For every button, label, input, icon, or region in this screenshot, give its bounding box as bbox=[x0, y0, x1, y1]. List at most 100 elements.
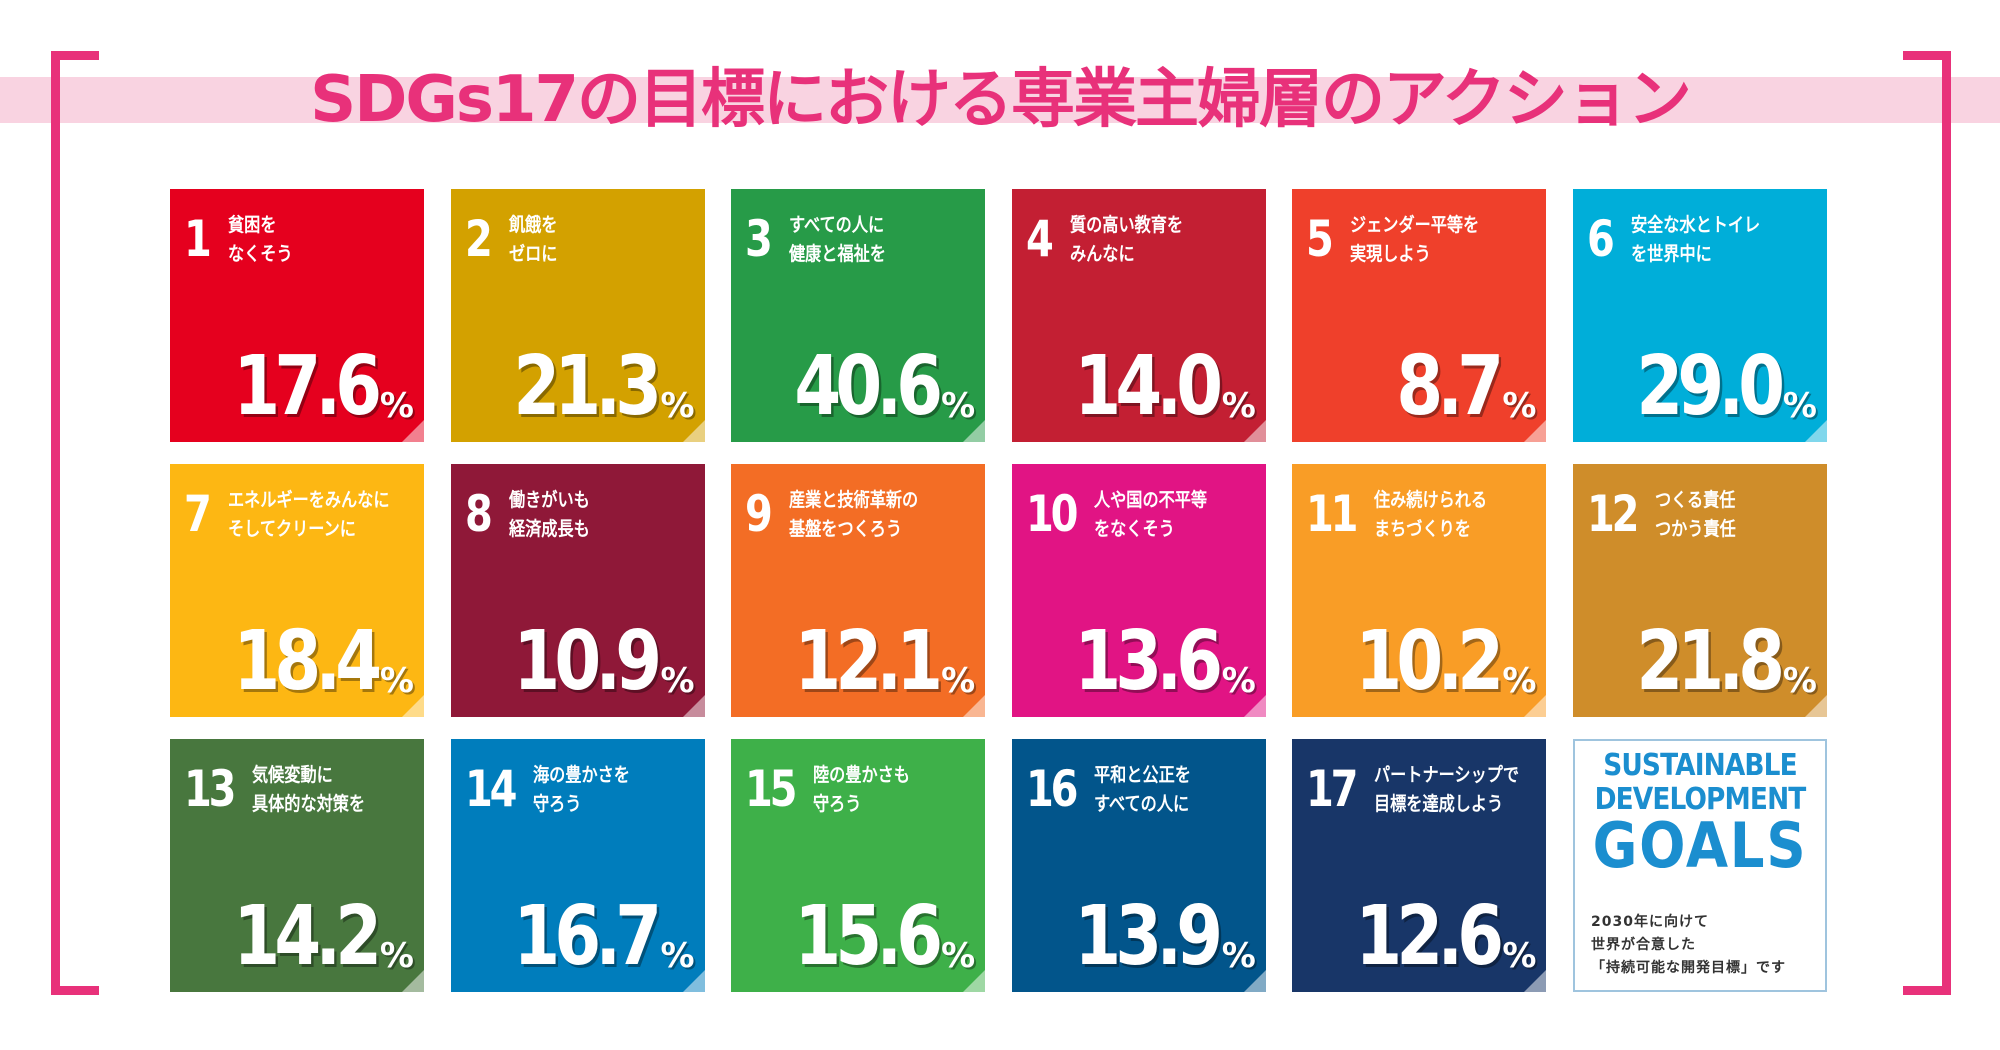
goal-number: 17 bbox=[1306, 760, 1358, 818]
corner-fold bbox=[963, 970, 986, 992]
goal-label-line: すべての人に bbox=[1093, 793, 1189, 815]
goal-label: 海の豊かさを 守ろう bbox=[533, 761, 630, 819]
goal-number: 1 bbox=[184, 210, 212, 268]
corner-fold bbox=[1243, 695, 1266, 717]
goal-number: 4 bbox=[1025, 210, 1054, 268]
goal-label-line: ジェンダー平等を bbox=[1350, 214, 1480, 236]
goal-value: 18.4 bbox=[233, 614, 382, 709]
goal-value: 21.3 bbox=[513, 339, 663, 434]
goal-label-line: 質の高い教育を bbox=[1069, 214, 1183, 236]
goal-tile: 11 住み続けられる まちづくりを 10.2% bbox=[1292, 464, 1547, 717]
goal-tile: 3 すべての人に 健康と福祉を 40.6% bbox=[731, 189, 986, 442]
goal-label-line: つくる責任 bbox=[1655, 489, 1736, 511]
goal-label-line: 住み続けられる bbox=[1374, 489, 1488, 511]
goal-value: 13.9 bbox=[1074, 889, 1224, 984]
goal-value: 12.1 bbox=[794, 614, 943, 709]
unit: % bbox=[379, 661, 414, 701]
goal-label: 平和と公正を すべての人に bbox=[1094, 761, 1191, 819]
logo-heading: DEVELOPMENT bbox=[1594, 782, 1807, 817]
unit: % bbox=[1221, 386, 1256, 426]
corner-fold bbox=[682, 695, 705, 717]
unit: % bbox=[1782, 661, 1817, 701]
goal-label-line: 平和と公正を bbox=[1093, 764, 1191, 786]
goal-label: つくる責任つかう責任 bbox=[1655, 486, 1736, 544]
goal-label: 人や国の不平等 をなくそう bbox=[1094, 486, 1207, 544]
goal-value: 17.6 bbox=[233, 339, 382, 434]
goal-value: 13.6 bbox=[1074, 614, 1224, 709]
goal-value: 14.2 bbox=[233, 889, 382, 984]
goal-label-line: パートナーシップで bbox=[1374, 764, 1520, 786]
unit: % bbox=[941, 936, 976, 976]
goal-tile: 14 海の豊かさを 守ろう 16.7% bbox=[450, 739, 705, 992]
corner-fold bbox=[682, 420, 705, 442]
goal-number: 15 bbox=[745, 760, 797, 818]
goal-label: 気候変動に 具体的な対策を bbox=[252, 761, 365, 819]
goal-value: 15.6 bbox=[794, 889, 943, 984]
goal-tile: 17 パートナーシップで 目標を達成しよう 12.6% bbox=[1292, 739, 1547, 992]
sdg-logo: SUSTAINABLE DEVELOPMENT GOALS 2030年に向けて 世界が合… bbox=[1573, 739, 1827, 992]
goal-tile: 4 質の高い教育を みんなに 14.0% bbox=[1011, 189, 1266, 442]
title: SDGs17の目標における専業主婦層のアクション bbox=[310, 63, 1692, 137]
goal-tile: 6 安全な水とトイレ を世界中に 29.0% bbox=[1573, 189, 1827, 442]
logo-heading: GOALS bbox=[1592, 809, 1808, 882]
goal-tile: 9 産業と技術革新の 基盤をつくろう 12.1% bbox=[731, 464, 986, 717]
goal-number: 8 bbox=[464, 485, 493, 543]
goal-value: 16.7 bbox=[513, 889, 663, 984]
goal-label-line: 働きがいも bbox=[508, 489, 590, 511]
goal-label: 住み続けられる まちづくりを bbox=[1374, 486, 1487, 544]
goal-label: エネルギーをみんなに そしてクリーンに bbox=[228, 486, 390, 544]
goal-tile: 16 平和と公正を すべての人に 13.9% bbox=[1011, 739, 1266, 992]
unit: % bbox=[379, 386, 414, 426]
goal-label-line: 安全な水とトイレ bbox=[1631, 214, 1761, 236]
logo-caption: 「持続可能な開発目標」です bbox=[1591, 960, 1786, 976]
goal-label-line: そしてクリーンに bbox=[228, 518, 356, 540]
goal-label-line: なくそう bbox=[228, 243, 293, 265]
goal-tile: 15 陸の豊かさも 守ろう 15.6% bbox=[731, 739, 986, 992]
goal-label-line: 飢餓を bbox=[508, 214, 558, 236]
corner-fold bbox=[963, 420, 986, 442]
goal-label: パートナーシップで 目標を達成しよう bbox=[1374, 761, 1519, 819]
goal-label-line: 人や国の不平等 bbox=[1093, 489, 1207, 511]
corner-fold bbox=[963, 695, 986, 717]
unit: % bbox=[660, 661, 695, 701]
goal-label-line: 貧困を bbox=[228, 214, 277, 236]
goal-label-line: 実現しよう bbox=[1350, 243, 1432, 265]
goal-label-line: 気候変動に bbox=[252, 764, 333, 786]
goal-tile: 5 ジェンダー平等を 実現しよう 8.7% bbox=[1292, 189, 1547, 442]
goal-label-line: みんなに bbox=[1069, 243, 1135, 265]
goal-value: 12.6 bbox=[1355, 889, 1504, 984]
goal-value: 40.6 bbox=[794, 339, 943, 434]
goal-label-line: まちづくりを bbox=[1374, 518, 1472, 540]
unit: % bbox=[379, 936, 414, 976]
goal-label: 飢餓を ゼロに bbox=[509, 211, 557, 269]
goal-number: 12 bbox=[1587, 485, 1639, 543]
title-band bbox=[0, 77, 2000, 123]
goal-label-line: 守ろう bbox=[813, 793, 862, 815]
goal-value: 21.8 bbox=[1636, 614, 1785, 709]
corner-fold bbox=[1243, 420, 1266, 442]
unit: % bbox=[1502, 386, 1537, 426]
corner-fold bbox=[1805, 695, 1827, 717]
goal-tile: 1 貧困をなくそう 17.6% bbox=[170, 189, 424, 442]
goal-number: 16 bbox=[1025, 760, 1078, 818]
goal-tile: 12 つくる責任つかう責任 21.8% bbox=[1573, 464, 1827, 717]
goal-label: 産業と技術革新の 基盤をつくろう bbox=[789, 486, 918, 544]
goal-label: 働きがいも 経済成長も bbox=[509, 486, 590, 544]
corner-fold bbox=[1805, 420, 1827, 442]
unit: % bbox=[941, 386, 976, 426]
goal-label-line: つかう責任 bbox=[1655, 518, 1736, 540]
goal-value: 10.9 bbox=[513, 614, 663, 709]
goal-label-line: 健康と福祉を bbox=[789, 243, 887, 265]
corner-fold bbox=[682, 970, 705, 992]
goal-label-line: 産業と技術革新の bbox=[789, 489, 919, 511]
goal-value: 10.2 bbox=[1355, 614, 1504, 709]
unit: % bbox=[660, 936, 695, 976]
bracket-left bbox=[51, 51, 99, 995]
goal-number: 7 bbox=[184, 485, 212, 543]
logo-heading: SUSTAINABLE bbox=[1603, 748, 1797, 783]
goal-number: 2 bbox=[464, 210, 493, 268]
corner-fold bbox=[1524, 970, 1547, 992]
corner-fold bbox=[1524, 420, 1547, 442]
corner-fold bbox=[402, 420, 424, 442]
goal-number: 9 bbox=[745, 485, 773, 543]
